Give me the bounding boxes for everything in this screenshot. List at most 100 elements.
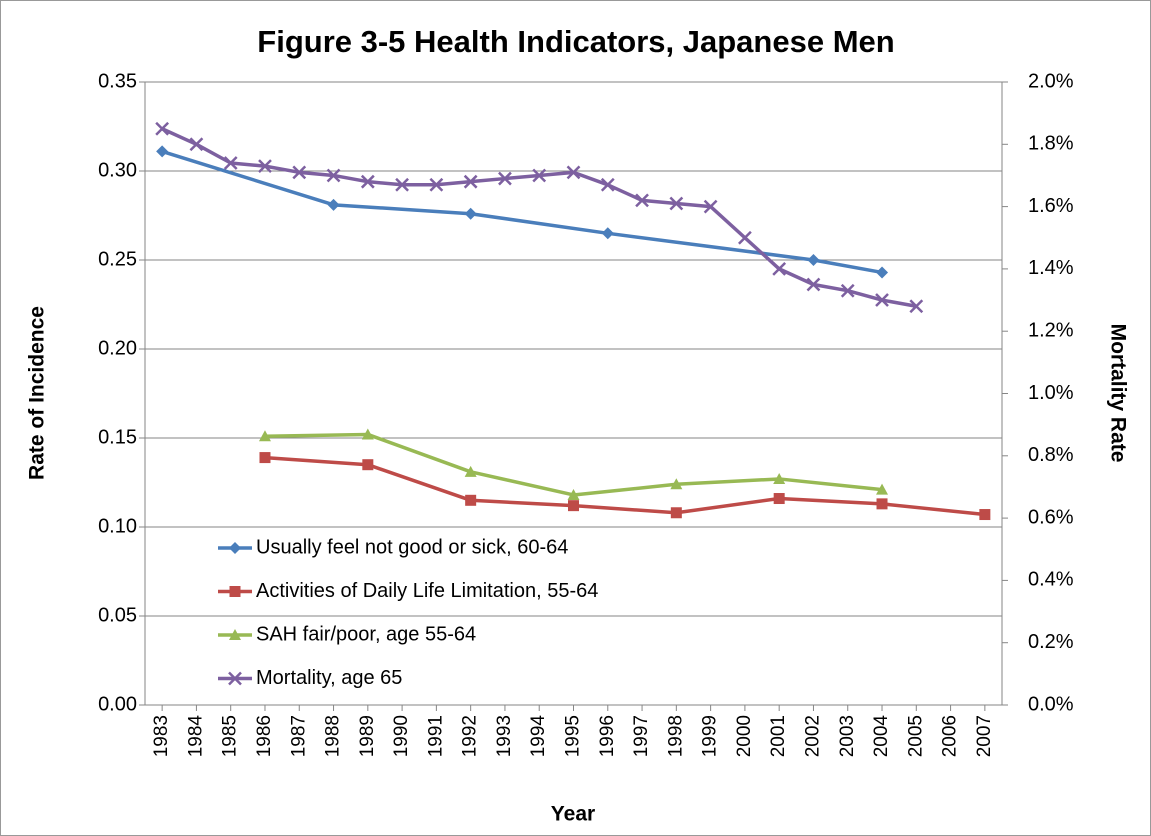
- marker: [773, 472, 786, 484]
- x-axis-title: Year: [551, 803, 595, 826]
- y-axis-title: Rate of Incidence: [26, 306, 49, 480]
- x-tick-label: 1994: [528, 715, 549, 758]
- y2-tick-label: 1.0%: [1028, 382, 1074, 404]
- x-tick-label: 1987: [288, 715, 309, 757]
- marker: [670, 507, 682, 519]
- y-tick-label: 0.05: [98, 604, 137, 626]
- marker: [189, 137, 204, 152]
- marker: [773, 493, 785, 505]
- marker: [876, 266, 889, 279]
- chart-title: Figure 3-5 Health Indicators, Japanese M…: [257, 24, 894, 59]
- marker: [635, 193, 649, 208]
- marker: [229, 586, 241, 597]
- y-tick-label: 0.20: [98, 337, 137, 359]
- x-tick-label: 1998: [665, 715, 686, 757]
- marker: [566, 165, 581, 180]
- marker: [395, 177, 409, 192]
- y2-tick-label: 0.8%: [1028, 444, 1074, 466]
- x-tick-label: 1990: [391, 715, 412, 757]
- marker: [601, 227, 614, 240]
- marker: [465, 494, 477, 506]
- x-tick-label: 1986: [254, 715, 275, 757]
- x-tick-label: 1995: [563, 715, 584, 757]
- y2-tick-label: 0.6%: [1028, 506, 1074, 528]
- x-tick-label: 2002: [802, 715, 823, 757]
- y-tick-label: 0.15: [98, 426, 137, 448]
- x-tick-label: 1983: [151, 715, 172, 757]
- y-tick-label: 0.30: [98, 159, 137, 181]
- marker: [498, 171, 512, 186]
- legend-item: Mortality, age 65: [218, 667, 402, 689]
- x-tick-label: 1991: [425, 715, 446, 757]
- marker: [567, 488, 580, 500]
- x-tick-label: 1988: [323, 715, 344, 757]
- marker: [806, 277, 821, 292]
- x-tick-label: 2005: [905, 715, 926, 757]
- marker: [155, 121, 170, 136]
- legend-label: Activities of Daily Life Limitation, 55-…: [256, 580, 598, 602]
- y-tick-label: 0.10: [98, 515, 137, 537]
- legend-item: Activities of Daily Life Limitation, 55-…: [218, 580, 598, 602]
- y2-tick-label: 0.4%: [1028, 569, 1074, 591]
- marker: [229, 542, 241, 554]
- x-tick-label: 2001: [768, 715, 789, 757]
- marker: [703, 199, 718, 214]
- marker: [738, 230, 752, 245]
- marker: [670, 478, 683, 490]
- marker: [362, 459, 374, 471]
- y-tick-label: 0.25: [98, 248, 137, 270]
- marker: [259, 452, 271, 464]
- x-tick-label: 1997: [631, 715, 652, 757]
- x-tick-label: 1992: [460, 715, 481, 757]
- marker: [258, 159, 272, 173]
- x-tick-label: 1984: [185, 715, 206, 758]
- marker: [463, 174, 478, 189]
- marker: [327, 198, 340, 211]
- marker: [979, 509, 991, 521]
- marker: [326, 168, 341, 183]
- y-tick-label: 0.00: [98, 693, 137, 715]
- marker: [875, 293, 889, 307]
- x-tick-label: 1993: [494, 715, 515, 757]
- marker: [568, 500, 579, 512]
- marker: [258, 430, 271, 442]
- marker: [807, 254, 820, 266]
- marker: [223, 156, 238, 170]
- x-tick-label: 2006: [940, 715, 961, 757]
- legend-label: Mortality, age 65: [256, 667, 402, 689]
- y2-tick-label: 1.8%: [1028, 133, 1074, 155]
- legend-item: SAH fair/poor, age 55-64: [218, 623, 476, 645]
- x-tick-label: 2003: [837, 715, 858, 757]
- legend-label: Usually feel not good or sick, 60-64: [256, 536, 568, 558]
- x-tick-label: 2007: [974, 715, 995, 757]
- marker: [909, 299, 924, 314]
- marker: [156, 145, 169, 158]
- marker: [228, 671, 242, 686]
- marker: [229, 629, 241, 640]
- x-tick-label: 1985: [220, 715, 241, 757]
- marker: [292, 165, 307, 180]
- y2-tick-label: 1.4%: [1028, 257, 1074, 279]
- marker: [360, 174, 375, 189]
- marker: [464, 207, 477, 220]
- x-tick-label: 2004: [871, 715, 892, 758]
- series-line: [161, 149, 883, 275]
- legend-label: SAH fair/poor, age 55-64: [256, 623, 476, 645]
- marker: [840, 283, 855, 298]
- x-tick-label: 1989: [357, 715, 378, 757]
- marker: [464, 465, 477, 477]
- legend-item: Usually feel not good or sick, 60-64: [218, 536, 568, 558]
- y2-tick-label: 0.0%: [1028, 693, 1074, 715]
- x-tick-label: 1996: [597, 715, 618, 757]
- marker: [876, 483, 889, 495]
- y2-tick-label: 0.2%: [1028, 631, 1074, 653]
- marker: [532, 168, 547, 183]
- y-tick-label: 0.35: [98, 70, 137, 92]
- y2-axis-title: Mortality Rate: [1106, 324, 1129, 463]
- marker: [876, 498, 888, 510]
- marker: [600, 177, 615, 192]
- series-line: [264, 455, 986, 517]
- x-tick-label: 2000: [734, 715, 755, 757]
- y2-tick-label: 1.2%: [1028, 319, 1074, 341]
